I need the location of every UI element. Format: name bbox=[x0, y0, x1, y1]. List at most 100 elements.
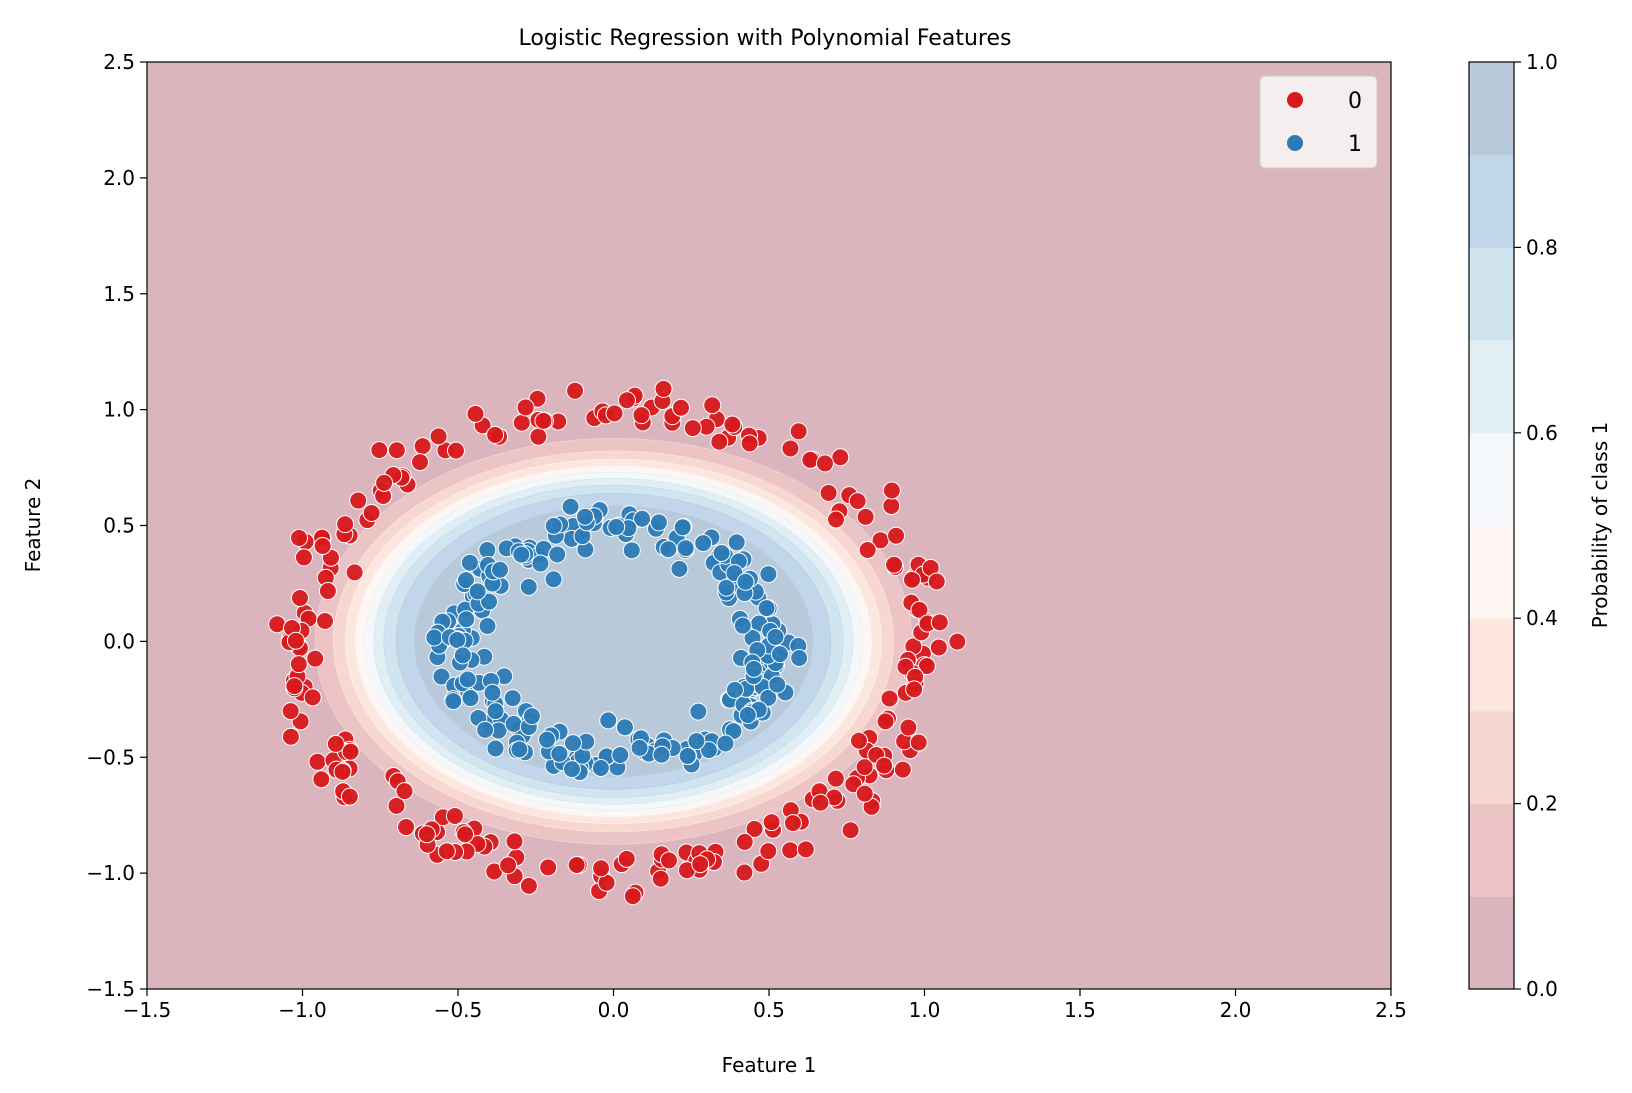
legend-label-0: 0 bbox=[1348, 89, 1362, 114]
point-class-0 bbox=[456, 825, 475, 844]
point-class-0 bbox=[651, 869, 670, 888]
colorbar-tick-label: 0.6 bbox=[1526, 421, 1558, 445]
point-class-0 bbox=[303, 688, 322, 707]
y-axis-label: Feature 2 bbox=[21, 478, 45, 573]
point-class-1 bbox=[649, 513, 668, 532]
x-tick-label: −0.5 bbox=[434, 998, 483, 1022]
point-class-0 bbox=[326, 734, 345, 753]
point-class-1 bbox=[770, 645, 789, 664]
point-class-1 bbox=[483, 683, 502, 702]
point-class-0 bbox=[370, 441, 389, 460]
point-class-0 bbox=[387, 796, 406, 815]
point-class-0 bbox=[929, 638, 948, 657]
point-class-1 bbox=[461, 689, 480, 708]
point-class-0 bbox=[858, 540, 877, 559]
colorbar-band-2 bbox=[1469, 710, 1514, 805]
point-class-0 bbox=[827, 510, 846, 529]
point-class-1 bbox=[689, 702, 708, 721]
point-class-1 bbox=[448, 630, 467, 649]
colorbar-band-3 bbox=[1469, 618, 1514, 712]
point-class-1 bbox=[522, 707, 541, 726]
point-class-0 bbox=[308, 752, 327, 771]
point-class-1 bbox=[611, 745, 630, 764]
point-class-0 bbox=[905, 680, 924, 699]
point-class-0 bbox=[286, 631, 305, 650]
point-class-0 bbox=[691, 855, 710, 874]
point-class-1 bbox=[757, 599, 776, 618]
point-class-1 bbox=[564, 734, 583, 753]
point-class-0 bbox=[289, 655, 308, 674]
colorbar-tick-label: 0.8 bbox=[1526, 235, 1558, 259]
x-axis-label: Feature 1 bbox=[722, 1053, 817, 1077]
point-class-0 bbox=[387, 441, 406, 460]
point-class-1 bbox=[486, 739, 505, 758]
point-class-0 bbox=[534, 411, 553, 430]
point-class-1 bbox=[478, 617, 497, 636]
point-class-1 bbox=[537, 730, 556, 749]
point-class-1 bbox=[480, 592, 499, 611]
point-class-1 bbox=[699, 741, 718, 760]
point-class-0 bbox=[801, 450, 820, 469]
point-class-0 bbox=[811, 793, 830, 812]
point-class-0 bbox=[445, 806, 464, 825]
point-class-1 bbox=[425, 628, 444, 647]
colorbar-band-8 bbox=[1469, 154, 1514, 248]
point-class-0 bbox=[710, 432, 729, 451]
point-class-1 bbox=[694, 534, 713, 553]
x-axis: −1.5 −1.0 −0.5 0.0 0.5 1.0 1.5 2.0 2.5 bbox=[123, 989, 1407, 1022]
point-class-0 bbox=[345, 563, 364, 582]
point-class-0 bbox=[848, 492, 867, 511]
point-class-1 bbox=[659, 540, 678, 559]
colorbar-band-7 bbox=[1469, 247, 1514, 341]
colorbar-band-1 bbox=[1469, 803, 1514, 897]
point-class-0 bbox=[930, 613, 949, 632]
point-class-1 bbox=[548, 545, 567, 564]
legend-marker-0 bbox=[1287, 92, 1303, 108]
x-tick-label: 2.5 bbox=[1375, 998, 1407, 1022]
point-class-0 bbox=[902, 570, 921, 589]
point-class-1 bbox=[615, 718, 634, 737]
point-class-1 bbox=[504, 714, 523, 733]
x-tick-label: 1.0 bbox=[909, 998, 941, 1022]
colorbar-tick-label: 0.4 bbox=[1526, 606, 1558, 630]
point-class-0 bbox=[781, 841, 800, 860]
point-class-0 bbox=[411, 453, 430, 472]
point-class-0 bbox=[723, 415, 742, 434]
point-class-0 bbox=[819, 483, 838, 502]
y-tick-label: −1.0 bbox=[86, 861, 135, 885]
colorbar-band-6 bbox=[1469, 340, 1514, 434]
point-class-1 bbox=[512, 545, 531, 564]
point-class-1 bbox=[432, 667, 451, 686]
point-class-0 bbox=[395, 782, 414, 801]
point-class-0 bbox=[654, 379, 673, 398]
y-tick-label: 1.5 bbox=[103, 282, 135, 306]
colorbar-frame bbox=[1468, 61, 1515, 990]
point-class-1 bbox=[630, 738, 649, 757]
point-class-0 bbox=[592, 859, 611, 878]
point-class-1 bbox=[622, 541, 641, 560]
point-class-0 bbox=[887, 526, 906, 545]
point-class-1 bbox=[457, 610, 476, 629]
point-class-1 bbox=[727, 533, 746, 552]
point-class-1 bbox=[678, 746, 697, 765]
colorbar-tick-label: 0.2 bbox=[1526, 792, 1558, 816]
y-tick-label: 0.0 bbox=[103, 629, 135, 653]
point-class-0 bbox=[703, 396, 722, 415]
point-class-0 bbox=[375, 473, 394, 492]
point-class-0 bbox=[429, 427, 448, 446]
point-class-1 bbox=[716, 734, 735, 753]
point-class-0 bbox=[762, 813, 781, 832]
point-class-0 bbox=[882, 481, 901, 500]
point-class-0 bbox=[849, 731, 868, 750]
chart-title: Logistic Regression with Polynomial Feat… bbox=[519, 26, 1012, 51]
point-class-1 bbox=[733, 616, 752, 635]
y-axis: −1.5 −1.0 −0.5 0.0 0.5 1.0 1.5 2.0 2.5 bbox=[86, 50, 147, 1001]
legend-marker-1 bbox=[1287, 135, 1303, 151]
point-class-0 bbox=[566, 381, 585, 400]
point-class-1 bbox=[531, 554, 550, 573]
point-class-0 bbox=[312, 770, 331, 789]
point-class-0 bbox=[740, 434, 759, 453]
point-class-0 bbox=[855, 758, 874, 777]
point-class-1 bbox=[510, 740, 529, 759]
